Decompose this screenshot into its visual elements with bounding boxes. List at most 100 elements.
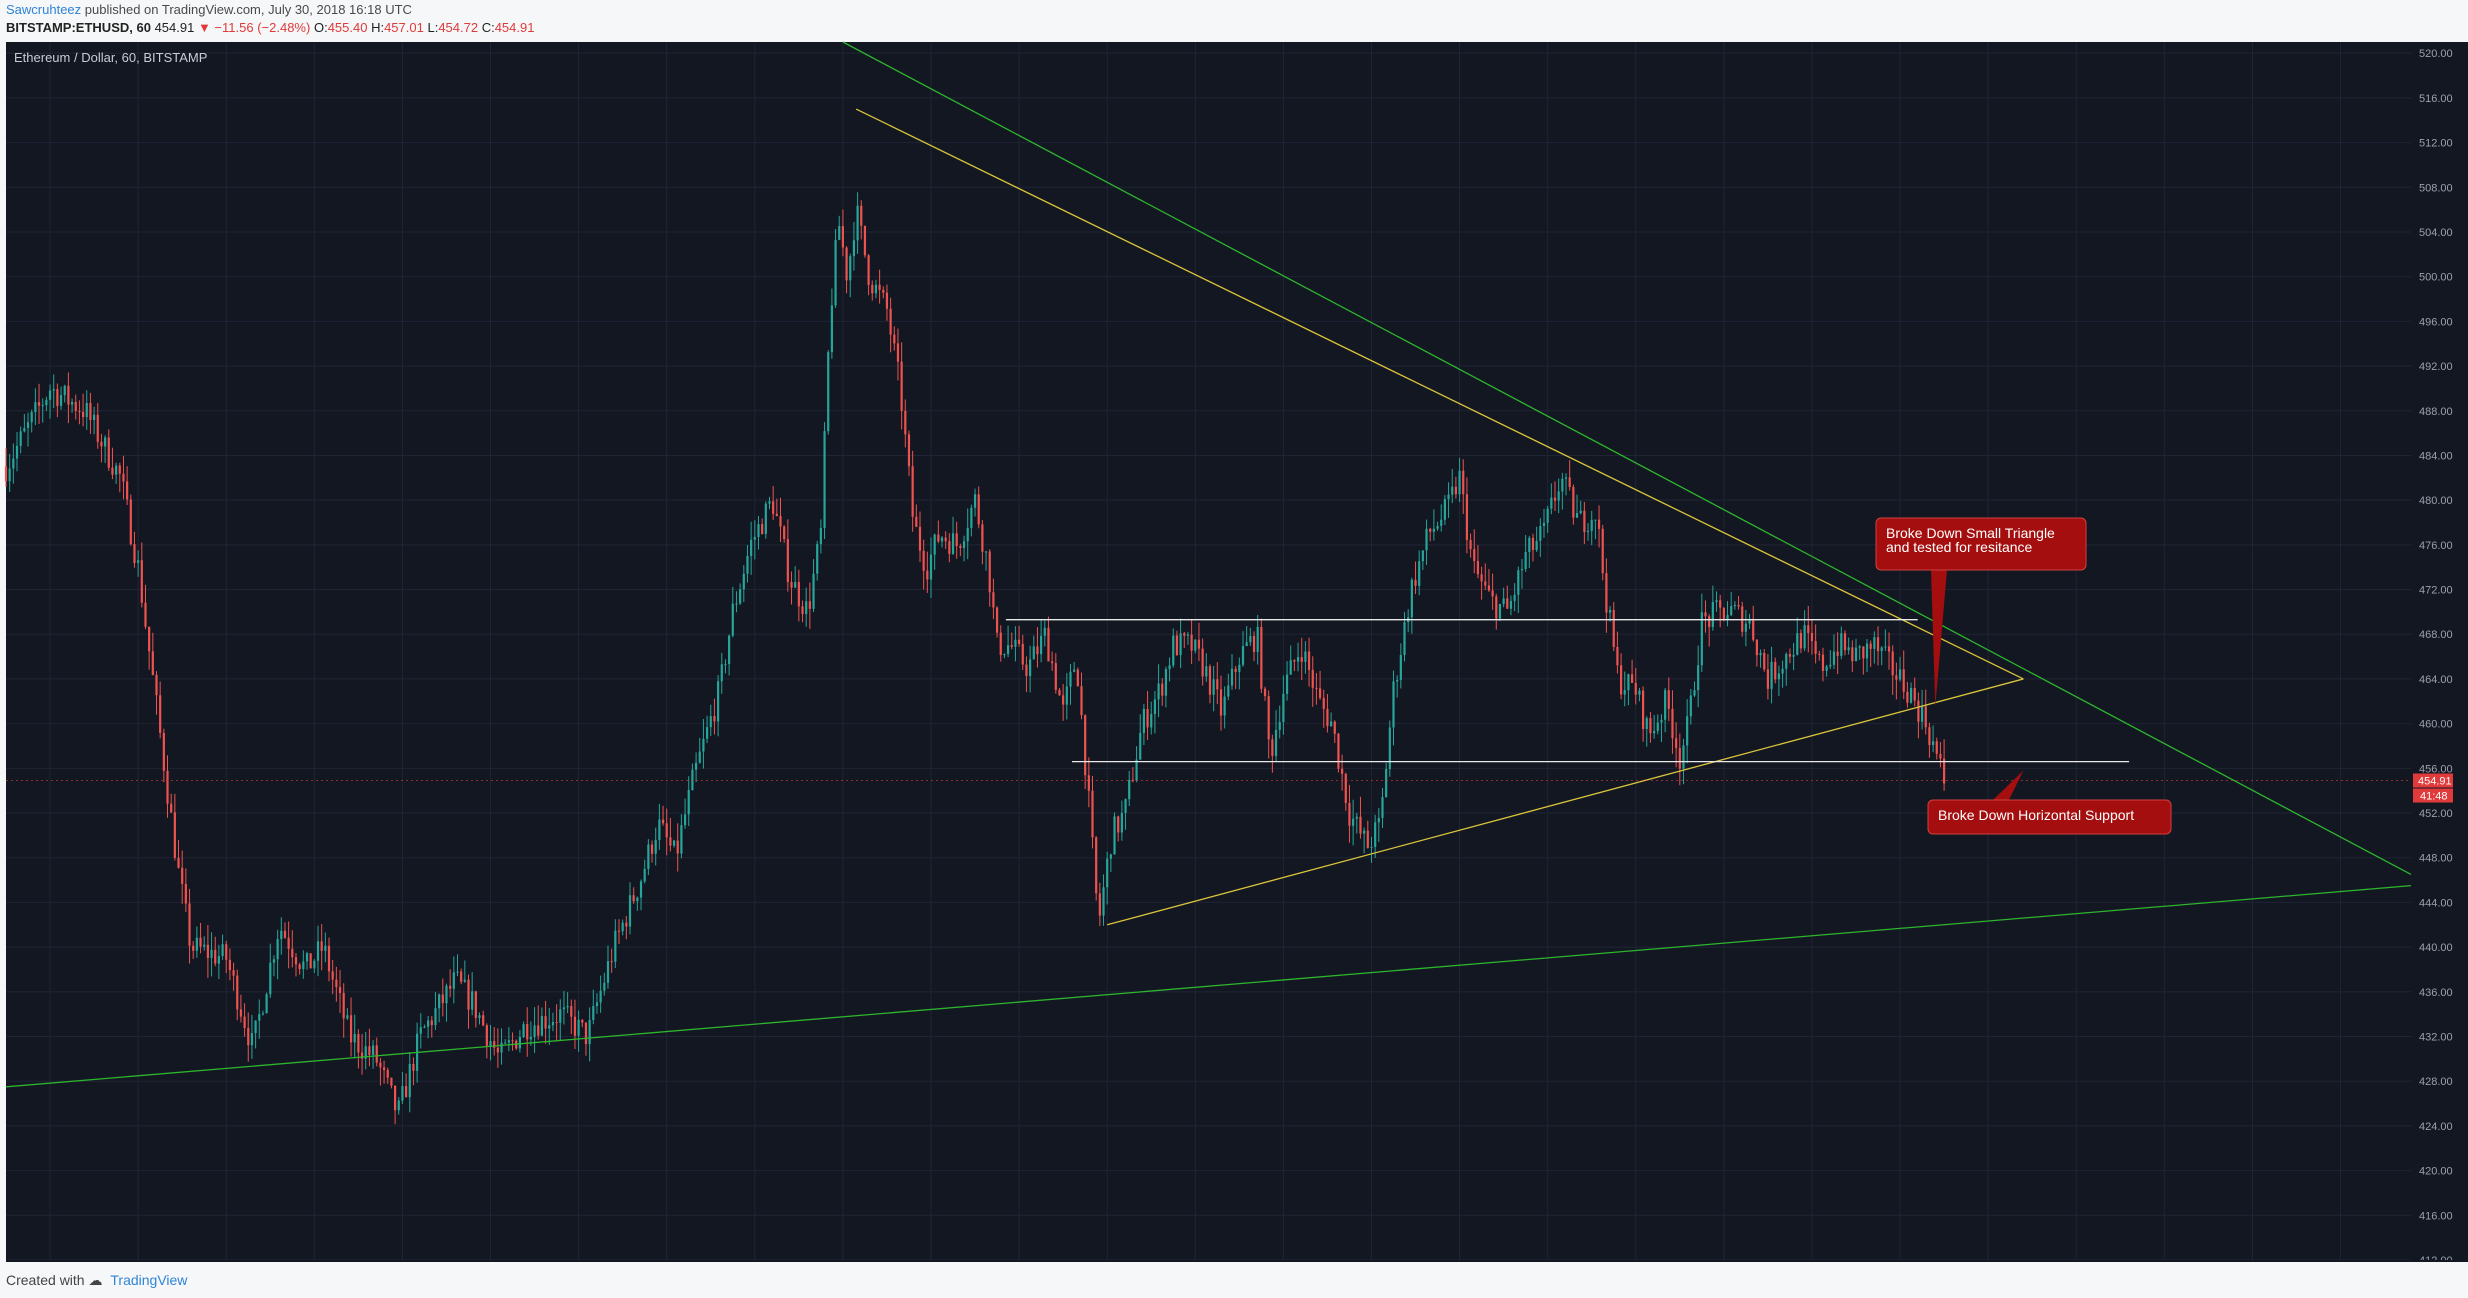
candle-body [665, 823, 668, 838]
candle-body [966, 527, 969, 542]
candle-body [1252, 635, 1256, 652]
candle-body [1759, 652, 1762, 656]
y-tick-label: 416.00 [2419, 1210, 2453, 1222]
candle-body [720, 664, 723, 682]
candle-body [1649, 718, 1652, 734]
candle-body [489, 1041, 492, 1046]
candle-body [647, 844, 650, 869]
candle-body [122, 473, 125, 482]
candle-body [379, 1062, 382, 1068]
trendline[interactable] [855, 108, 2024, 680]
candle-body [41, 405, 44, 407]
candle-body [1627, 674, 1630, 691]
candle-body [1153, 699, 1157, 714]
candle-body [1608, 609, 1612, 613]
candle-body [878, 284, 881, 290]
plot-area[interactable] [6, 42, 2411, 1260]
trendline[interactable] [842, 41, 2412, 876]
candle-body [698, 751, 701, 763]
candle-body [1337, 733, 1340, 769]
candle-body [1553, 497, 1557, 501]
candle-body [1895, 675, 1898, 680]
candle-body [694, 762, 698, 770]
callout-text: Broke Down Small Triangle [1886, 525, 2055, 541]
candle-body [1447, 494, 1450, 500]
candle-body [1469, 540, 1472, 550]
candle-body [867, 255, 870, 285]
candle-body [1619, 665, 1623, 695]
author-link[interactable]: Sawcruhteez [6, 2, 82, 17]
candle-body [1737, 605, 1740, 607]
candle-body [687, 789, 690, 815]
candle-body [1928, 727, 1931, 746]
publish-line: Sawcruhteez published on TradingView.com… [6, 2, 412, 17]
candle-body [658, 819, 661, 840]
candle-body [1873, 637, 1876, 649]
candle-body [977, 494, 980, 525]
candle-body [518, 1037, 521, 1049]
candle-body [1208, 666, 1212, 695]
callout-pointer [1931, 570, 1947, 707]
candle-body [672, 840, 676, 846]
price-chart[interactable]: 520.00 516.00 512.00 508.00 504.00 500.00 496.… [0, 40, 2468, 1262]
candle-body [463, 979, 466, 982]
candle-body [1432, 528, 1435, 532]
candle-body [1399, 655, 1402, 680]
candle-body [933, 534, 936, 555]
candle-body [1711, 602, 1714, 628]
candle-body [1869, 643, 1872, 649]
candle-body [617, 930, 621, 932]
y-tick-label: 488.00 [2419, 406, 2453, 418]
candle-body [1840, 633, 1843, 656]
candle-body [1157, 683, 1160, 700]
trendline[interactable] [1107, 678, 2024, 926]
candle-body [243, 1016, 246, 1029]
candle-body [1344, 773, 1347, 803]
candle-body [1579, 510, 1582, 514]
price-axis[interactable] [2411, 42, 2468, 1260]
candle-body [1418, 561, 1421, 586]
price-change: ▼ −11.56 (−2.48%) [197, 20, 311, 35]
candle-body [911, 466, 914, 517]
callout-text: Broke Down Horizontal Support [1938, 807, 2134, 823]
candle-body [206, 944, 209, 958]
candle-body [500, 1042, 503, 1053]
candle-body [1847, 647, 1850, 651]
open-label: O: [313, 20, 328, 35]
candle-body [210, 949, 213, 958]
candle-body [320, 941, 323, 951]
y-tick-label: 448.00 [2419, 853, 2453, 865]
candle-body [750, 539, 753, 556]
candle-body [45, 399, 48, 406]
candle-body [1392, 681, 1395, 728]
candle-body [1043, 627, 1046, 636]
trendline[interactable] [5, 885, 2412, 1088]
candle-body [195, 937, 198, 951]
candle-body [1300, 657, 1303, 662]
candle-body [841, 226, 845, 248]
candle-body [1898, 669, 1902, 680]
candle-body [1219, 689, 1223, 716]
tradingview-link[interactable]: TradingView [110, 1272, 188, 1288]
candle-body [522, 1024, 525, 1038]
candle-body [1686, 716, 1689, 746]
y-tick-label: 480.00 [2419, 495, 2453, 507]
candle-body [1799, 633, 1803, 649]
candle-body [1906, 691, 1909, 703]
created-with-text: Created with [6, 1272, 85, 1288]
time-axis[interactable] [6, 1260, 2411, 1262]
candle-body [67, 385, 70, 405]
candle-body [636, 897, 639, 902]
quote-line: BITSTAMP:ETHUSD, 60 454.91 ▼ −11.56 (−2.… [6, 20, 534, 35]
candle-body [845, 247, 848, 281]
candle-body [999, 632, 1002, 656]
candle-body [56, 389, 59, 406]
candle-body [272, 959, 276, 963]
candle-body [74, 401, 77, 411]
candle-body [1935, 741, 1938, 754]
horizontal-support-callout[interactable]: Broke Down Horizontal Support [1927, 770, 2172, 835]
candle-body [1664, 690, 1667, 720]
candle-body [118, 465, 121, 474]
candle-body [1084, 715, 1087, 776]
